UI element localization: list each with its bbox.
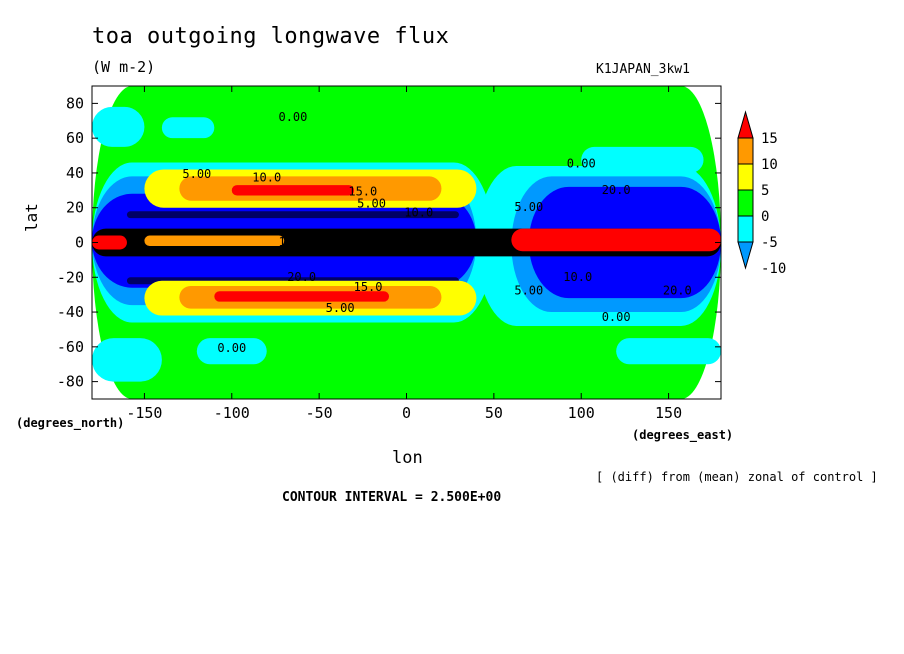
colorbar-top-arrow: [737, 110, 754, 139]
contour-label-13: 15.0: [354, 280, 383, 294]
contour-label-3: 10.0: [252, 171, 281, 185]
chart-units: (W m-2): [92, 58, 156, 76]
contour-label-8: 20.0: [602, 183, 631, 197]
colorbar-label-3: 0: [761, 209, 769, 225]
y-tick-label-2: 40: [66, 164, 84, 182]
x-tick-label-0: -150: [126, 404, 162, 422]
y-axis: 80 60 40 20 0 -20 -40 -60 -80: [57, 94, 721, 391]
y-tick-label-1: 60: [66, 129, 84, 147]
colorbar-segment-2: [737, 163, 754, 191]
y-tick-label-0: 80: [66, 94, 84, 112]
x-axis-label: lon: [392, 448, 423, 468]
colorbar-segment-3: [737, 189, 754, 217]
contour-region-24: [214, 291, 390, 302]
contour-label-11: 25.0: [415, 240, 444, 254]
x-tick-label-3: 0: [402, 404, 411, 422]
colorbar: 15 10 5 0 -5 -10: [737, 110, 786, 277]
contour-label-12: 20.0: [287, 270, 316, 284]
colorbar-segment-1: [737, 137, 754, 165]
y-tick-label-6: -40: [57, 303, 84, 321]
contour-label-5: 5.00: [357, 197, 386, 211]
contour-region-1: [92, 106, 145, 147]
contour-label-7: 5.00: [514, 200, 543, 214]
contour-label-0: 0.00: [278, 110, 307, 124]
contour-fills: [92, 86, 721, 399]
contour-region-11: [126, 211, 459, 219]
contour-region-16: [92, 235, 127, 250]
y-axis-units: (degrees_north): [16, 416, 125, 430]
colorbar-label-1: 10: [761, 157, 778, 173]
colorbar-bottom-arrow: [737, 241, 754, 270]
chart-title: toa outgoing longwave flux: [92, 24, 450, 49]
contour-label-16: 10.0: [563, 270, 592, 284]
x-tick-label-1: -100: [214, 404, 250, 422]
colorbar-label-4: -5: [761, 235, 778, 251]
contour-region-17: [144, 235, 285, 246]
colorbar-label-0: 15: [761, 131, 778, 147]
contour-label-2: 5.00: [182, 167, 211, 181]
y-tick-label-3: 20: [66, 199, 84, 217]
x-axis: -150 -100 -50 0 50 100 150: [126, 86, 682, 422]
contour-region-21: [231, 185, 355, 196]
colorbar-segment-4: [737, 215, 754, 243]
contour-label-1: 0.00: [567, 157, 596, 171]
colorbar-label-2: 5: [761, 183, 769, 199]
contour-label-10: 20.0: [340, 238, 369, 252]
x-tick-label-2: -50: [306, 404, 333, 422]
contour-label-4: 15.0: [348, 185, 377, 199]
y-tick-label-7: -60: [57, 338, 84, 356]
difference-note: [ (diff) from (mean) zonal of control ]: [596, 470, 878, 484]
contour-region-4: [196, 338, 267, 365]
contour-label-18: 0.00: [602, 310, 631, 324]
contour-label-19: 0.00: [217, 341, 246, 355]
contour-label-17: 20.0: [663, 284, 692, 298]
y-tick-label-5: -20: [57, 268, 84, 286]
contour-interval: CONTOUR INTERVAL = 2.500E+00: [282, 490, 502, 505]
run-id: K1JAPAN_3kw1: [596, 62, 690, 77]
x-axis-units: (degrees_east): [632, 428, 734, 442]
y-tick-label-8: -80: [57, 373, 84, 391]
x-tick-label-6: 150: [655, 404, 682, 422]
contour-label-6: 10.0: [404, 205, 433, 219]
x-tick-label-5: 100: [568, 404, 595, 422]
contour-region-5: [616, 338, 721, 365]
contour-label-9: 10.0: [278, 235, 307, 249]
y-axis-label: lat: [22, 203, 41, 232]
contour-region-2: [161, 117, 215, 139]
x-tick-label-4: 50: [485, 404, 503, 422]
contour-region-18: [511, 228, 721, 252]
y-tick-label-4: 0: [75, 234, 84, 252]
contour-region-3: [92, 338, 162, 382]
contour-label-14: 5.00: [326, 301, 355, 315]
contour-label-15: 5.00: [514, 284, 543, 298]
colorbar-label-5: -10: [761, 261, 786, 277]
